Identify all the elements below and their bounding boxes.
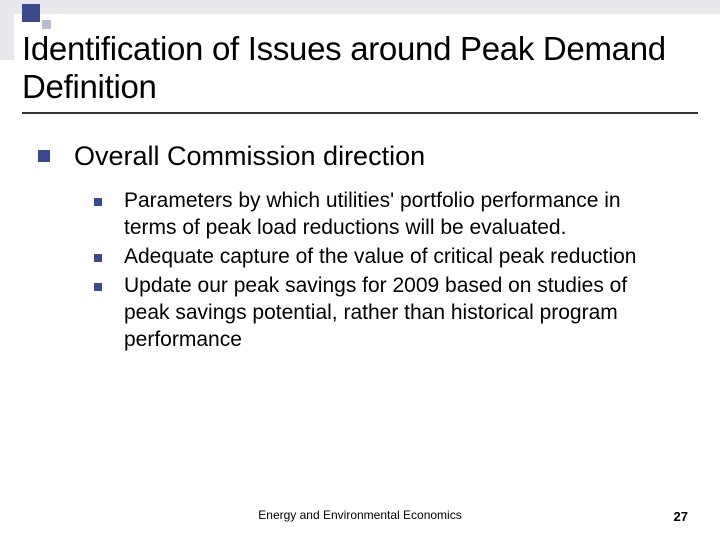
bullet-lvl2: Parameters by which utilities' portfolio… bbox=[94, 188, 702, 242]
slide-title: Identification of Issues around Peak Dem… bbox=[22, 30, 702, 106]
square-bullet-icon bbox=[94, 254, 102, 262]
square-bullet-icon bbox=[94, 198, 102, 206]
lvl2-text: Parameters by which utilities' portfolio… bbox=[124, 188, 664, 242]
bullet-lvl1: Overall Commission direction bbox=[38, 140, 702, 172]
lvl2-text: Update our peak savings for 2009 based o… bbox=[124, 273, 664, 354]
content-area: Overall Commission direction Parameters … bbox=[22, 140, 702, 354]
bullet-lvl2: Adequate capture of the value of critica… bbox=[94, 244, 702, 271]
footer-text: Energy and Environmental Economics bbox=[0, 508, 720, 522]
square-bullet-icon bbox=[38, 150, 50, 162]
sublist: Parameters by which utilities' portfolio… bbox=[38, 188, 702, 353]
decor-left-bar bbox=[0, 0, 14, 60]
decor-square-big bbox=[22, 4, 40, 22]
decor-square-small bbox=[42, 20, 51, 29]
page-number: 27 bbox=[674, 509, 688, 524]
lvl1-text: Overall Commission direction bbox=[74, 140, 425, 172]
slide-content: Identification of Issues around Peak Dem… bbox=[22, 30, 702, 356]
title-underline bbox=[22, 112, 698, 114]
square-bullet-icon bbox=[94, 283, 102, 291]
bullet-lvl2: Update our peak savings for 2009 based o… bbox=[94, 273, 702, 354]
decor-top-bar bbox=[0, 0, 720, 14]
lvl2-text: Adequate capture of the value of critica… bbox=[124, 244, 637, 271]
